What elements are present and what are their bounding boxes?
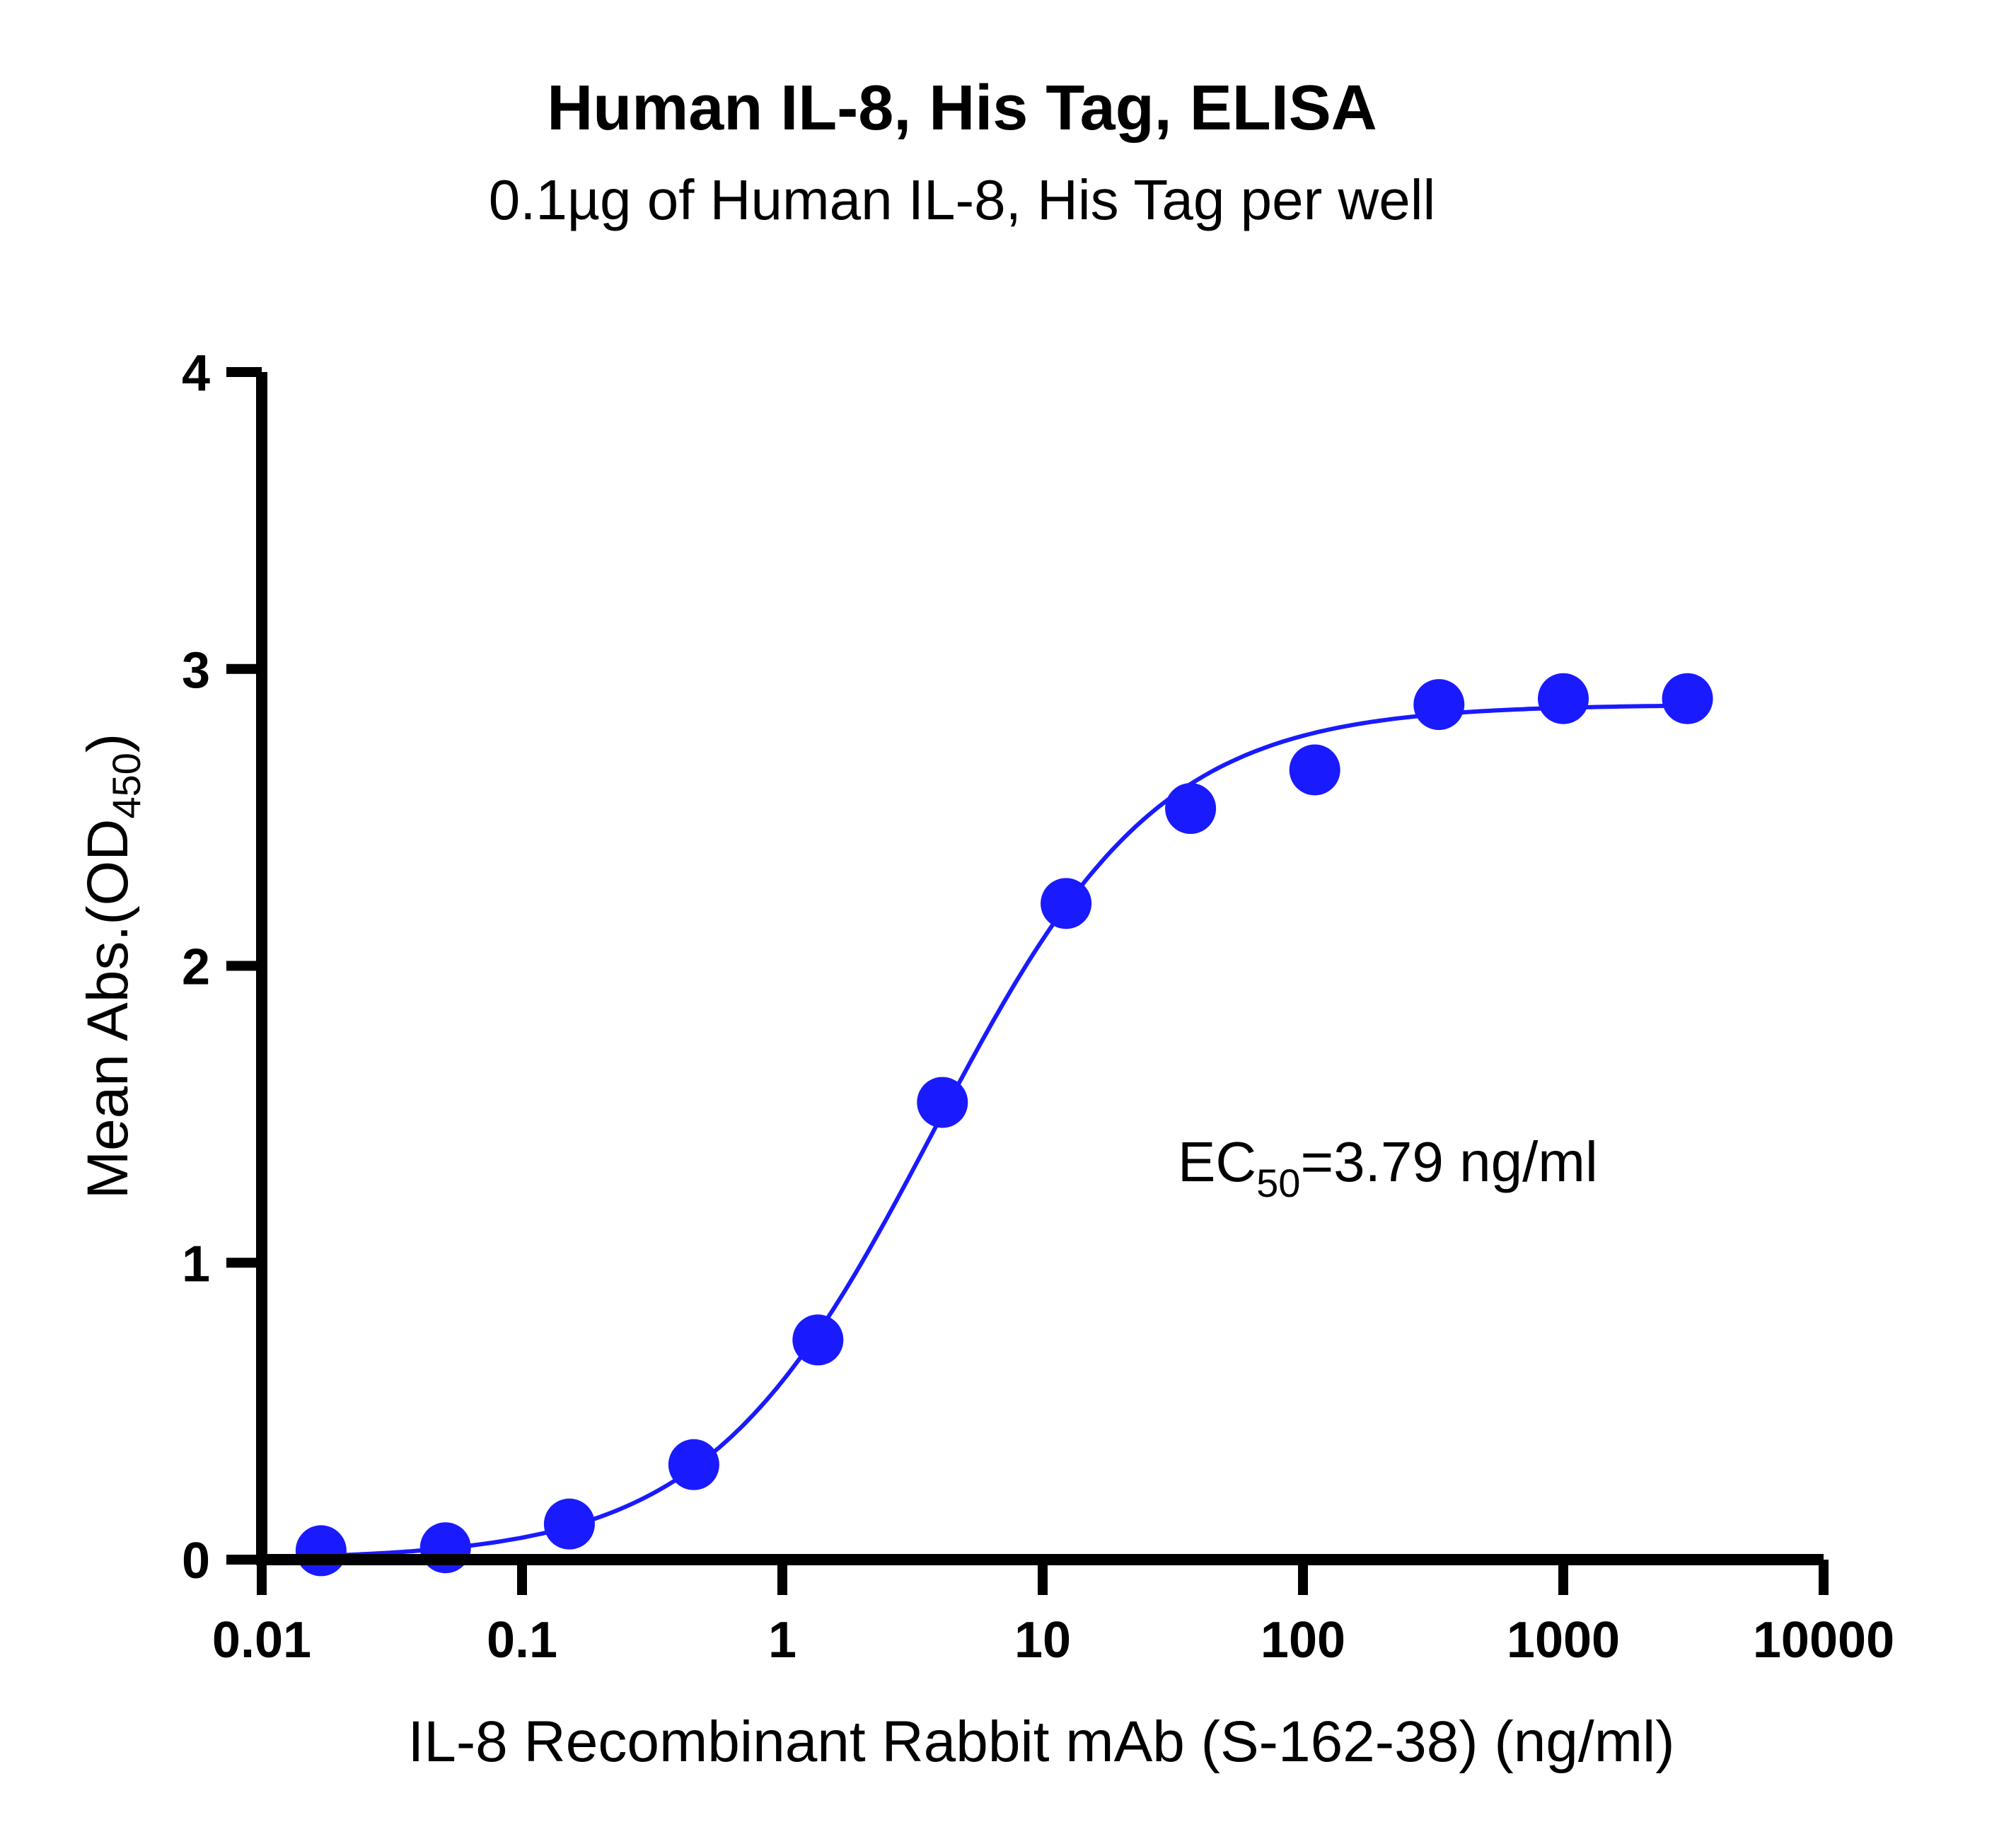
data-point-0 <box>295 1525 347 1577</box>
x-tick-label-6: 10000 <box>1753 1612 1894 1669</box>
ec50-subscript: 50 <box>1256 1161 1300 1205</box>
data-point-5 <box>917 1077 968 1128</box>
x-tick-label-3: 10 <box>1014 1612 1071 1669</box>
y-axis-title-subscript: 450 <box>104 753 149 818</box>
data-point-10 <box>1538 673 1589 724</box>
data-point-2 <box>543 1498 595 1550</box>
x-tick-label-4: 100 <box>1261 1612 1345 1669</box>
y-tick-label-0: 0 <box>182 1533 210 1589</box>
data-point-4 <box>792 1314 844 1366</box>
data-point-8 <box>1289 744 1340 796</box>
data-point-9 <box>1413 679 1465 731</box>
data-points-layer <box>295 673 1713 1577</box>
y-tick-label-1: 1 <box>182 1236 210 1292</box>
data-point-11 <box>1662 673 1713 724</box>
y-axis-title-main: Mean Abs.(OD <box>76 818 140 1199</box>
y-axis-title-close: ) <box>76 733 140 753</box>
y-tick-label-4: 4 <box>182 345 210 402</box>
ec50-prefix: EC <box>1178 1130 1256 1193</box>
y-tick-label-3: 3 <box>182 642 210 699</box>
chart-title: Human IL-8, His Tag, ELISA <box>547 73 1377 144</box>
axes <box>256 372 1824 1565</box>
ec50-value: =3.79 ng/ml <box>1300 1130 1597 1193</box>
y-ticks: 0 1 2 3 4 <box>182 345 262 1589</box>
y-tick-label-2: 2 <box>182 939 210 996</box>
x-axis-title: IL-8 Recombinant Rabbit mAb (S-162-38) (… <box>407 1710 1674 1774</box>
y-axis-title: Mean Abs.(OD450) <box>76 733 149 1200</box>
ec50-annotation: EC50=3.79 ng/ml <box>1178 1130 1598 1205</box>
data-point-1 <box>419 1522 471 1574</box>
data-point-7 <box>1165 783 1217 835</box>
x-ticks: 0.01 0.1 1 10 100 1000 10000 <box>212 1560 1894 1669</box>
x-tick-label-1: 0.1 <box>487 1612 557 1669</box>
chart-subtitle: 0.1µg of Human IL-8, His Tag per well <box>489 168 1436 231</box>
x-tick-label-5: 1000 <box>1507 1612 1620 1669</box>
data-point-3 <box>668 1439 719 1490</box>
data-point-6 <box>1041 878 1092 929</box>
x-tick-label-0: 0.01 <box>212 1612 311 1669</box>
x-tick-label-2: 1 <box>768 1612 796 1669</box>
